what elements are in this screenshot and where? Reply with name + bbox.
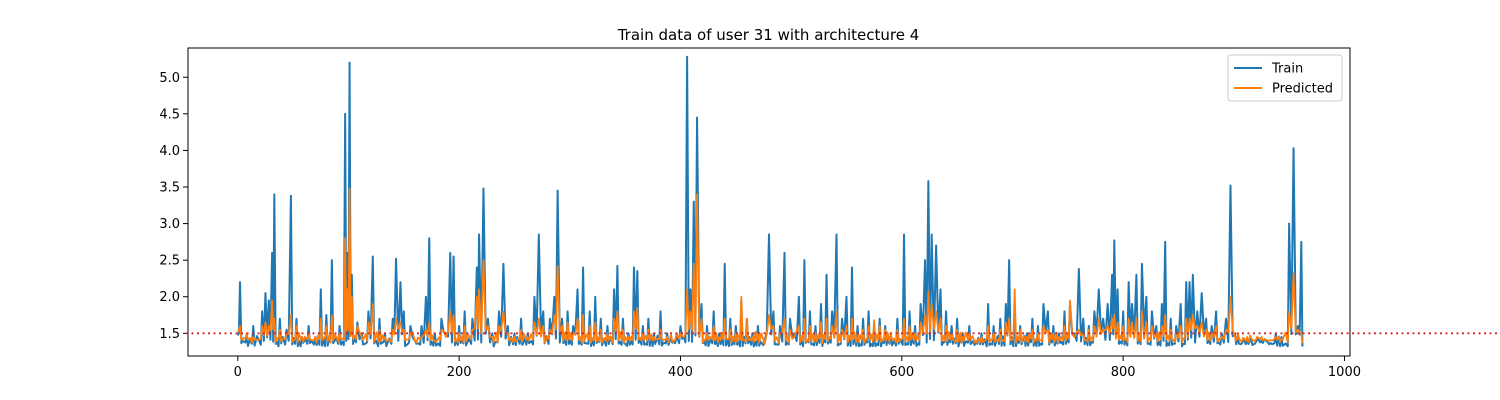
x-tick-label: 600 [889, 365, 914, 380]
x-tick-label: 0 [234, 365, 242, 380]
y-tick-label: 1.5 [159, 327, 180, 342]
y-tick-label: 3.5 [159, 181, 180, 196]
x-tick-label: 800 [1111, 365, 1136, 380]
y-tick-label: 3.0 [159, 217, 180, 232]
y-tick-label: 5.0 [159, 71, 180, 86]
chart-title: Train data of user 31 with architecture … [617, 26, 920, 44]
y-tick-label: 4.0 [159, 144, 180, 159]
series-line-train [236, 55, 1304, 348]
y-tick-label: 4.5 [159, 107, 180, 122]
y-axis: 1.5 2.0 2.5 3.0 3.5 4.0 4.5 5.0 [159, 71, 188, 342]
legend-box [1227, 54, 1343, 102]
y-tick-label: 2.5 [159, 254, 180, 269]
legend-label-train: Train [1271, 62, 1303, 77]
plot-area [236, 55, 1304, 348]
legend-label-predicted: Predicted [1272, 82, 1333, 97]
x-axis: 0 200 400 600 800 1000 [234, 356, 1361, 380]
x-tick-label: 1000 [1328, 365, 1361, 380]
plot-frame [187, 47, 1351, 357]
legend: Train Predicted [1227, 54, 1343, 102]
x-tick-label: 200 [447, 365, 472, 380]
x-tick-label: 400 [668, 365, 693, 380]
y-tick-label: 2.0 [159, 290, 180, 305]
series-line-predicted [237, 187, 1304, 346]
